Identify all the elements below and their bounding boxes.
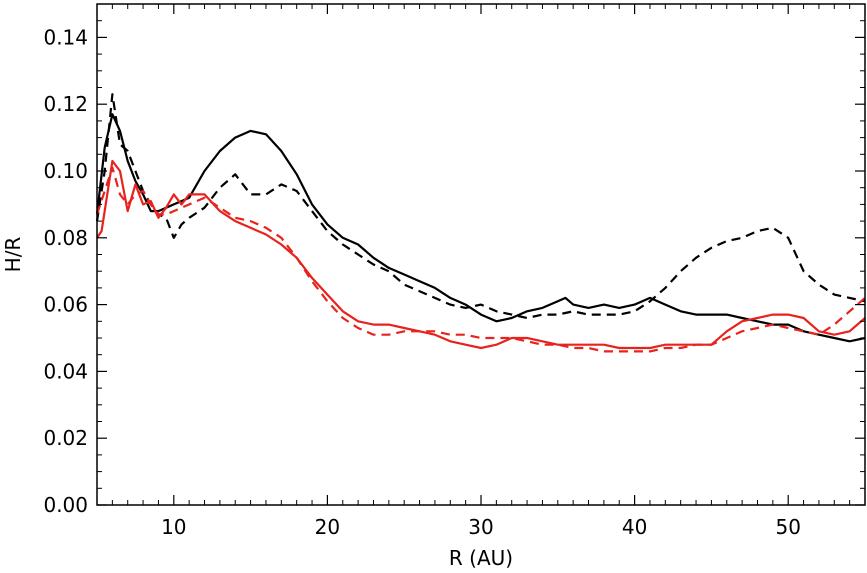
y-tick-label: 0.14 xyxy=(43,25,88,49)
y-tick-label: 0.06 xyxy=(43,293,88,317)
x-tick-label: 10 xyxy=(161,515,186,539)
y-axis-title: H/R xyxy=(1,237,25,273)
series-line-3 xyxy=(96,159,866,350)
x-tick-label: 40 xyxy=(622,515,647,539)
y-tick-label: 0.10 xyxy=(43,159,88,183)
tick-layer xyxy=(96,4,866,506)
plot-frame xyxy=(96,3,866,506)
y-tick-label: 0.08 xyxy=(43,226,88,250)
x-tick-label: 20 xyxy=(315,515,340,539)
y-tick-label: 0.12 xyxy=(43,92,88,116)
x-tick-label: 50 xyxy=(775,515,800,539)
series-layer xyxy=(95,93,866,353)
y-tick-label: 0.02 xyxy=(43,426,88,450)
label-layer: 10 20 30 40 50 0.00 0.02 0.04 0.06 0.08 0.10 0.12 0.… xyxy=(43,25,800,539)
x-tick-label: 30 xyxy=(468,515,493,539)
y-tick-label: 0.04 xyxy=(43,359,88,383)
series-line-1 xyxy=(95,113,866,343)
x-axis-title: R (AU) xyxy=(449,546,513,570)
series-line-4 xyxy=(95,166,866,353)
y-tick-label: 0.00 xyxy=(43,493,88,517)
series-line-2 xyxy=(95,93,866,320)
